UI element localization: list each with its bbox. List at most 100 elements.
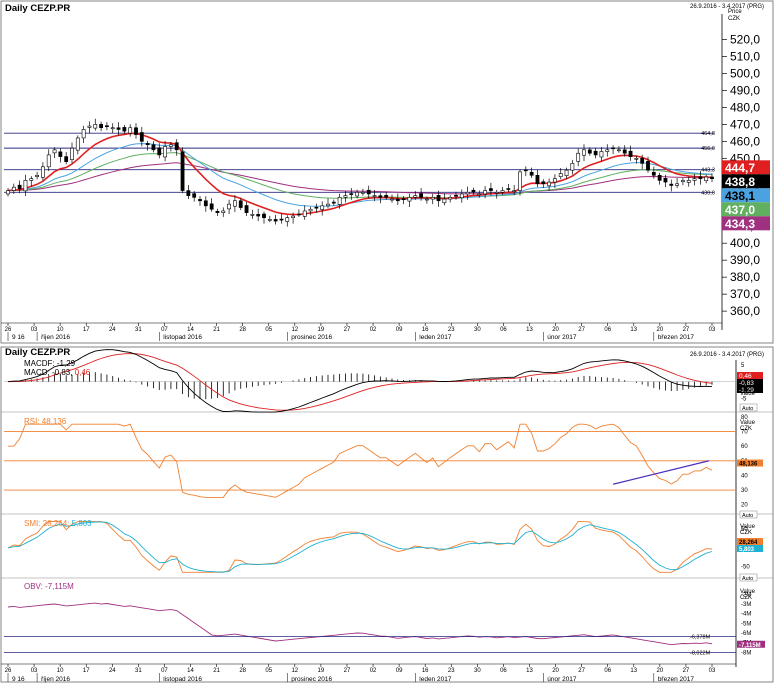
candle xyxy=(145,143,150,146)
rsi-y-tick-label: 30 xyxy=(741,488,748,494)
candle xyxy=(110,127,115,130)
smi-signal-value-tag-bg xyxy=(737,545,763,552)
obv-y-tick-label: -5M xyxy=(741,621,751,627)
lower-x-tick-label: 06 xyxy=(604,668,611,674)
main-x-tick-label: 26 xyxy=(5,327,12,333)
main-x-tick-label: 03 xyxy=(709,327,716,333)
candle xyxy=(331,201,336,204)
main-month-label: prosinec 2016 xyxy=(291,334,332,341)
lower-x-tick-label: 30 xyxy=(474,668,481,674)
candle xyxy=(494,191,499,194)
candle xyxy=(506,188,511,190)
candle xyxy=(58,151,63,157)
candle xyxy=(558,173,563,177)
candle xyxy=(407,197,412,202)
lower-x-tick-label: 03 xyxy=(709,668,716,674)
macd-value-tag-bg xyxy=(737,379,763,386)
candle xyxy=(378,195,383,198)
candle xyxy=(11,186,16,191)
main-month-label: leden 2017 xyxy=(419,334,452,341)
candle xyxy=(203,200,208,207)
candle xyxy=(75,137,80,151)
candle xyxy=(99,124,103,129)
macd-line xyxy=(7,349,713,413)
macd-axis-label: Value xyxy=(740,391,756,397)
candle xyxy=(523,169,528,172)
support-line-label: 464,8 xyxy=(701,131,715,137)
main-x-tick-label: 21 xyxy=(213,327,220,333)
lower-x-tick-label: 14 xyxy=(187,668,194,674)
y-tick-label: 370,0 xyxy=(730,287,760,301)
main-month-label: listopad 2016 xyxy=(163,334,202,341)
macd-panel: 50-50,46-0,83-1,29 xyxy=(4,349,763,413)
smi-auto-button[interactable]: Auto xyxy=(739,573,758,582)
candle xyxy=(477,193,482,196)
y-tick-label: 460,0 xyxy=(730,134,760,148)
candle xyxy=(355,191,359,197)
candle xyxy=(238,200,243,208)
ema-blue-value-tag: 438,1 xyxy=(725,189,755,203)
candle xyxy=(209,203,214,210)
candle xyxy=(169,144,173,147)
rsi-y-tick-label: 60 xyxy=(741,444,748,450)
main-x-tick-label: 19 xyxy=(318,327,325,333)
main-month-label: únor 2017 xyxy=(547,334,577,341)
candle xyxy=(93,124,98,129)
candle xyxy=(547,181,551,187)
candle xyxy=(471,189,476,193)
candle xyxy=(337,197,342,205)
main-x-tick-label: 17 xyxy=(83,327,90,333)
ema-purple-value-tag-bg xyxy=(722,216,770,231)
main-month-label: 9 16 xyxy=(12,334,25,341)
candle xyxy=(564,169,569,176)
lower-frame xyxy=(0,346,774,683)
candle xyxy=(198,199,202,202)
main-x-tick-label: 06 xyxy=(604,327,611,333)
y-tick-label: 490,0 xyxy=(730,83,760,97)
rsi-trend-line xyxy=(612,460,710,485)
smi-signal-value-tag: 5,803 xyxy=(739,547,755,553)
main-axis-unit: CZK xyxy=(728,16,740,22)
rsi-auto-button[interactable]: Auto xyxy=(739,510,758,519)
main-x-tick-label: 12 xyxy=(291,327,298,333)
candle xyxy=(122,127,127,132)
lower-month-label: listopad 2016 xyxy=(163,676,202,683)
candle xyxy=(657,174,662,181)
candle xyxy=(192,193,197,198)
obv-panel: -6,378M-8,022M-2M-3M-4M-5M-6M-7M-8M-7,11… xyxy=(4,592,765,657)
candle xyxy=(279,218,284,221)
main-x-tick-label: 27 xyxy=(578,327,585,333)
macdf-label: MACDF: -1,29 xyxy=(24,359,76,368)
main-x-tick-label: 13 xyxy=(526,327,533,333)
main-date-range: 26.9.2016 - 3.4.2017 (PRG) xyxy=(690,4,764,10)
candle xyxy=(401,198,406,201)
obv-value-tag: -7,115M xyxy=(739,643,761,649)
candle xyxy=(291,215,295,219)
smi-value-tag: 28,264 xyxy=(739,540,758,546)
lower-month-label: únor 2017 xyxy=(547,676,577,683)
lower-x-tick-label: 17 xyxy=(83,668,90,674)
candle xyxy=(605,149,610,152)
candle xyxy=(314,206,319,209)
candle xyxy=(326,203,330,207)
rsi-axis-unit: CZK xyxy=(740,426,752,432)
support-line-label: 430,0 xyxy=(701,190,715,196)
macd-y-tick-label: 5 xyxy=(741,363,745,369)
macd-value-tag: -0,83 xyxy=(739,380,754,387)
candle xyxy=(576,152,581,162)
rsi-y-tick-label: 40 xyxy=(741,473,748,479)
candle xyxy=(442,198,447,204)
rsi-line xyxy=(8,423,713,498)
main-x-tick-label: 14 xyxy=(187,327,194,333)
candle xyxy=(46,154,51,168)
macd-auto-button[interactable]: Auto xyxy=(739,403,758,412)
main-x-tick-label: 28 xyxy=(239,327,246,333)
main-x-tick-label: 27 xyxy=(344,327,351,333)
y-tick-label: 390,0 xyxy=(730,253,760,267)
obv-y-tick-label: -3M xyxy=(741,602,751,608)
price-panel: 360,0370,0380,0390,0400,0410,0420,0430,0… xyxy=(4,32,770,318)
candle xyxy=(663,178,668,183)
main-month-label: březen 2017 xyxy=(658,334,695,341)
